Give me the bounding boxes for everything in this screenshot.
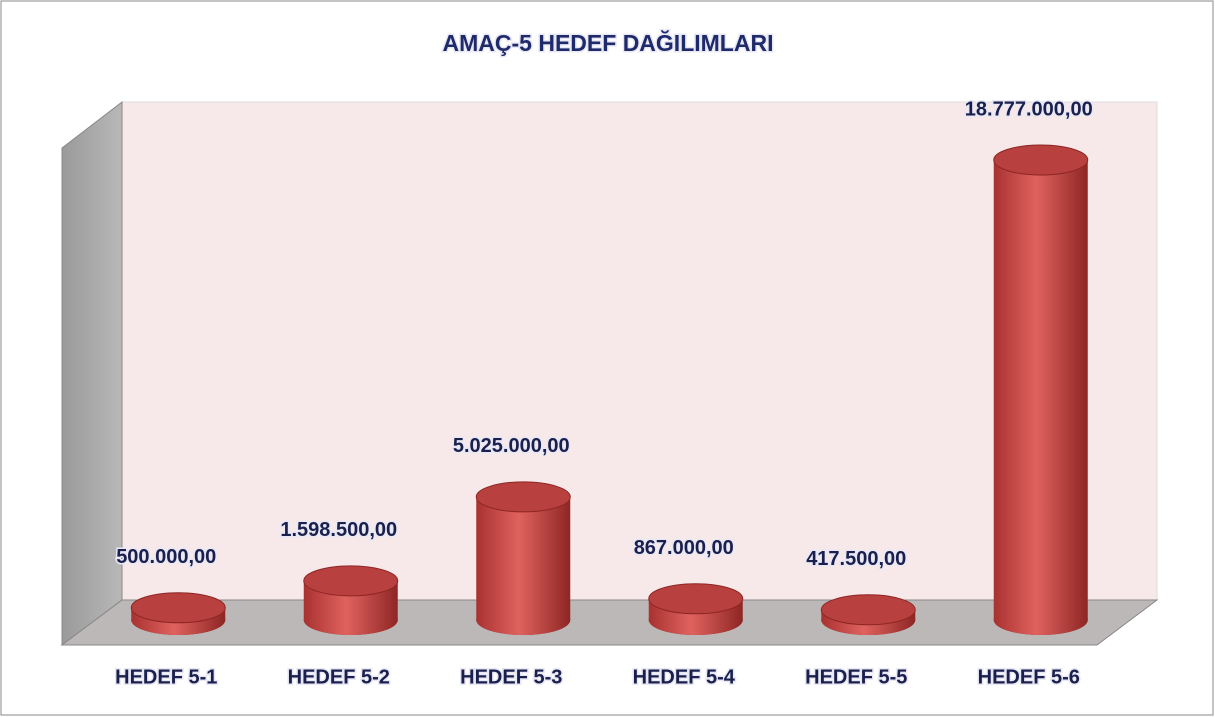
bar-bottom-front — [648, 605, 743, 635]
bar — [130, 592, 226, 635]
bar-top — [475, 481, 571, 513]
value-label: 867.000,00 — [634, 537, 734, 559]
bar — [648, 583, 744, 635]
x-tick-label: HEDEF 5-3 — [460, 666, 562, 688]
x-tick-label: HEDEF 5-2 — [288, 666, 390, 688]
value-label: 5.025.000,00 — [453, 435, 570, 457]
bar-top — [648, 583, 744, 615]
bar-bottom-front — [993, 605, 1088, 635]
bar-body — [476, 496, 571, 620]
bar-top — [993, 144, 1089, 176]
x-tick-label: HEDEF 5-5 — [805, 666, 907, 688]
floor — [60, 599, 1159, 646]
bar-bottom-front — [476, 605, 571, 635]
bar-top — [820, 594, 916, 626]
bar — [475, 481, 571, 635]
side-wall — [61, 100, 123, 646]
bar-body — [993, 160, 1088, 620]
bar-bottom-front — [303, 605, 398, 635]
chart-title: AMAÇ-5 HEDEF DAĞILIMLARI — [443, 29, 774, 56]
x-tick-label: HEDEF 5-6 — [978, 666, 1080, 688]
value-label: 500.000,00 — [116, 546, 216, 568]
value-label: 417.500,00 — [806, 548, 906, 570]
bar — [993, 144, 1089, 635]
bar-top — [303, 565, 399, 597]
x-tick-label: HEDEF 5-4 — [633, 666, 736, 688]
value-label: 1.598.500,00 — [280, 519, 397, 541]
value-label: 18.777.000,00 — [965, 98, 1093, 120]
back-wall — [121, 101, 1158, 601]
bar — [820, 594, 916, 635]
bar-top — [130, 592, 226, 624]
bar — [303, 565, 399, 635]
x-tick-label: HEDEF 5-1 — [115, 666, 217, 688]
